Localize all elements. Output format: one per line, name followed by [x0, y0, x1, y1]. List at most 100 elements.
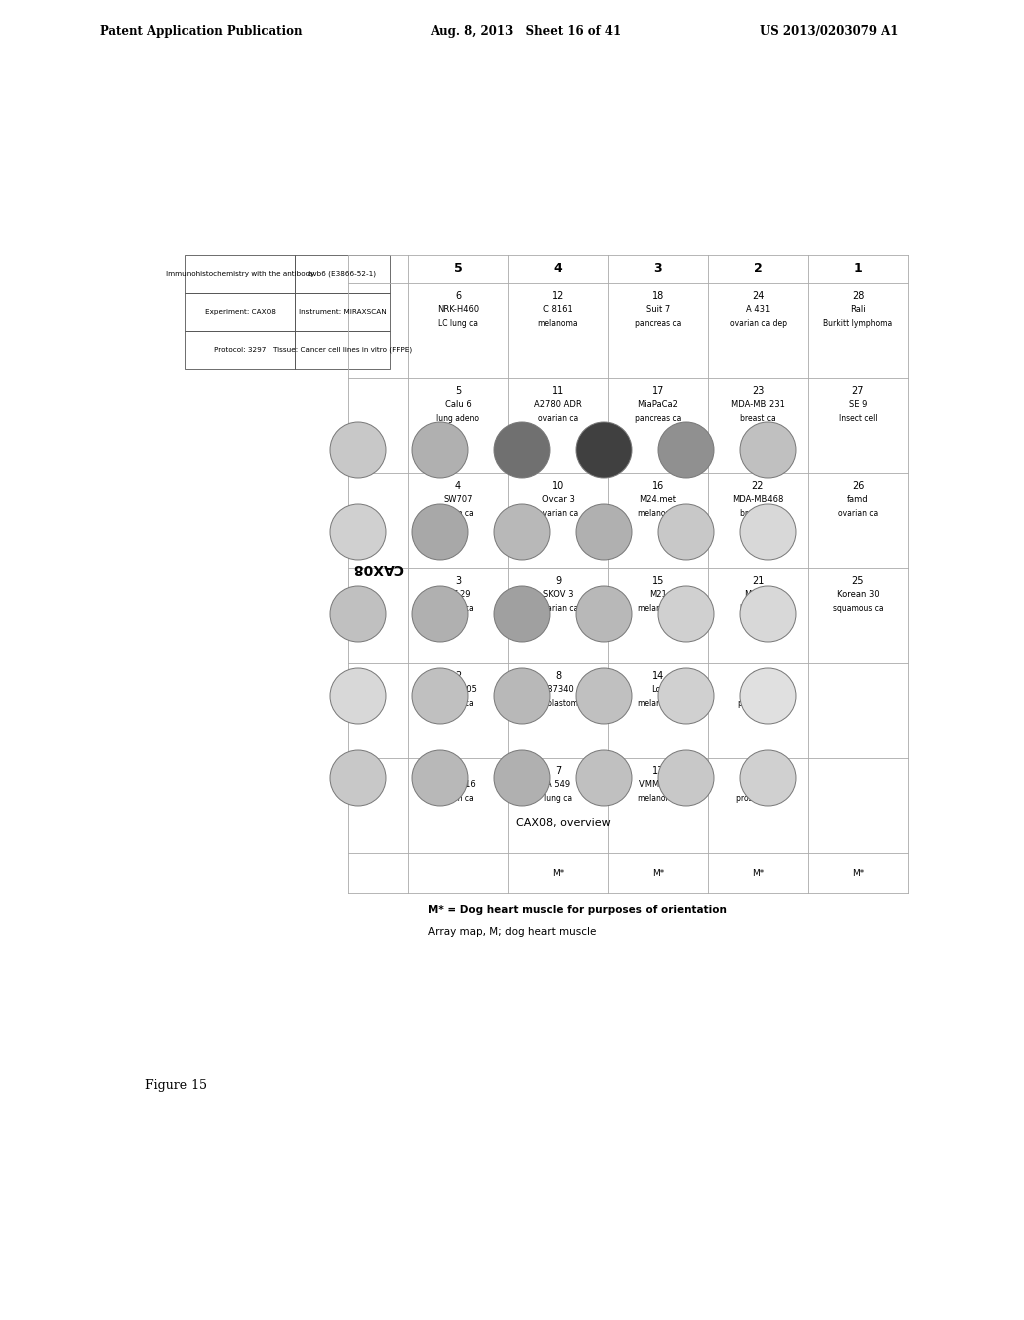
Text: 19: 19 — [752, 766, 764, 776]
Text: BC 3: BC 3 — [749, 685, 768, 694]
Text: 4: 4 — [455, 480, 461, 491]
Circle shape — [330, 504, 386, 560]
Text: 24: 24 — [752, 290, 764, 301]
Text: 8: 8 — [555, 671, 561, 681]
Text: 26: 26 — [852, 480, 864, 491]
Text: Burkitt lymphoma: Burkitt lymphoma — [823, 319, 893, 327]
Text: MDA-MB 231: MDA-MB 231 — [731, 400, 785, 409]
Text: M* = Dog heart muscle for purposes of orientation: M* = Dog heart muscle for purposes of or… — [428, 906, 727, 915]
Text: colon ca: colon ca — [442, 605, 474, 612]
Text: Colo 205: Colo 205 — [439, 685, 476, 694]
Text: 23: 23 — [752, 385, 764, 396]
Circle shape — [412, 586, 468, 642]
Circle shape — [330, 668, 386, 723]
Text: breast ca: breast ca — [740, 510, 776, 517]
Text: famd: famd — [847, 495, 868, 504]
Text: 13: 13 — [652, 766, 665, 776]
Text: ovarian ca: ovarian ca — [538, 510, 579, 517]
Circle shape — [494, 668, 550, 723]
Text: SKOV 3: SKOV 3 — [543, 590, 573, 599]
Text: ovarian ca: ovarian ca — [538, 414, 579, 422]
Text: 3: 3 — [455, 576, 461, 586]
Text: 22: 22 — [752, 480, 764, 491]
Text: 1: 1 — [455, 766, 461, 776]
Text: Patent Application Publication: Patent Application Publication — [100, 25, 302, 38]
Text: LC lung ca: LC lung ca — [438, 319, 478, 327]
Circle shape — [330, 586, 386, 642]
Text: MCF 7: MCF 7 — [745, 590, 771, 599]
Circle shape — [658, 504, 714, 560]
Text: prostate 3: prostate 3 — [738, 700, 778, 708]
Text: Calu 6: Calu 6 — [444, 400, 471, 409]
Bar — [185, 331, 295, 370]
Text: M*: M* — [852, 869, 864, 878]
Text: 16: 16 — [652, 480, 665, 491]
Text: 17: 17 — [652, 385, 665, 396]
Text: melanoma: melanoma — [638, 605, 678, 612]
Text: 5: 5 — [454, 263, 463, 276]
Text: CAX08: CAX08 — [352, 561, 403, 576]
Text: Aug. 8, 2013   Sheet 16 of 41: Aug. 8, 2013 Sheet 16 of 41 — [430, 25, 622, 38]
Text: A 549: A 549 — [546, 780, 570, 789]
Text: Instrument: MIRAXSCAN: Instrument: MIRAXSCAN — [299, 309, 386, 315]
Circle shape — [575, 504, 632, 560]
Text: ovarian ca dep: ovarian ca dep — [729, 319, 786, 327]
Text: Suit 7: Suit 7 — [646, 305, 670, 314]
Text: Array map, M; dog heart muscle: Array map, M; dog heart muscle — [428, 927, 596, 937]
Bar — [295, 331, 390, 370]
Text: C 8161: C 8161 — [543, 305, 572, 314]
Circle shape — [494, 586, 550, 642]
Text: 7: 7 — [555, 766, 561, 776]
Text: avb6 (E3866-52-1): avb6 (E3866-52-1) — [308, 271, 377, 277]
Text: lung adeno: lung adeno — [436, 414, 479, 422]
Text: M21: M21 — [649, 590, 667, 599]
Text: 21: 21 — [752, 576, 764, 586]
Text: VMM 1E4: VMM 1E4 — [639, 780, 677, 789]
Text: 27: 27 — [852, 385, 864, 396]
Text: Lox: Lox — [651, 685, 666, 694]
Text: melanoma: melanoma — [638, 510, 678, 517]
Text: CAX08, overview: CAX08, overview — [516, 818, 610, 828]
Circle shape — [658, 586, 714, 642]
Circle shape — [330, 750, 386, 807]
Circle shape — [412, 422, 468, 478]
Text: 15: 15 — [652, 576, 665, 586]
Circle shape — [494, 504, 550, 560]
Text: Korean 30: Korean 30 — [837, 590, 880, 599]
Text: 11: 11 — [552, 385, 564, 396]
Text: glioblastoma: glioblastoma — [534, 700, 583, 708]
Text: MDA-MB468: MDA-MB468 — [732, 495, 783, 504]
Circle shape — [494, 750, 550, 807]
Text: prostate ca: prostate ca — [736, 795, 779, 803]
Text: squamous ca: squamous ca — [833, 605, 884, 612]
Text: 18: 18 — [652, 290, 665, 301]
Circle shape — [575, 668, 632, 723]
Text: Insect cell: Insect cell — [839, 414, 878, 422]
Circle shape — [575, 422, 632, 478]
Text: M*: M* — [652, 869, 665, 878]
Circle shape — [412, 750, 468, 807]
Text: MiaPaCa2: MiaPaCa2 — [638, 400, 679, 409]
Text: 10: 10 — [552, 480, 564, 491]
Text: Rali: Rali — [850, 305, 866, 314]
Text: melanoma: melanoma — [538, 319, 579, 327]
Text: Immunohistochemistry with the antibody: Immunohistochemistry with the antibody — [166, 271, 314, 277]
Circle shape — [658, 750, 714, 807]
Text: 25: 25 — [852, 576, 864, 586]
Text: US 2013/0203079 A1: US 2013/0203079 A1 — [760, 25, 898, 38]
Circle shape — [740, 750, 796, 807]
Text: SW707: SW707 — [443, 495, 473, 504]
Bar — [295, 255, 390, 293]
Text: 6: 6 — [455, 290, 461, 301]
Circle shape — [740, 422, 796, 478]
Text: 5: 5 — [455, 385, 461, 396]
Text: SE 9: SE 9 — [849, 400, 867, 409]
Circle shape — [575, 586, 632, 642]
Text: Tissue: Cancer cell lines in vitro (FFPE): Tissue: Cancer cell lines in vitro (FFPE… — [273, 347, 412, 354]
Circle shape — [330, 422, 386, 478]
Text: NRK-H460: NRK-H460 — [437, 305, 479, 314]
Text: A2780 ADR: A2780 ADR — [535, 400, 582, 409]
Text: ovarian ca: ovarian ca — [838, 510, 879, 517]
Text: M24.met: M24.met — [640, 495, 677, 504]
Text: 14: 14 — [652, 671, 665, 681]
